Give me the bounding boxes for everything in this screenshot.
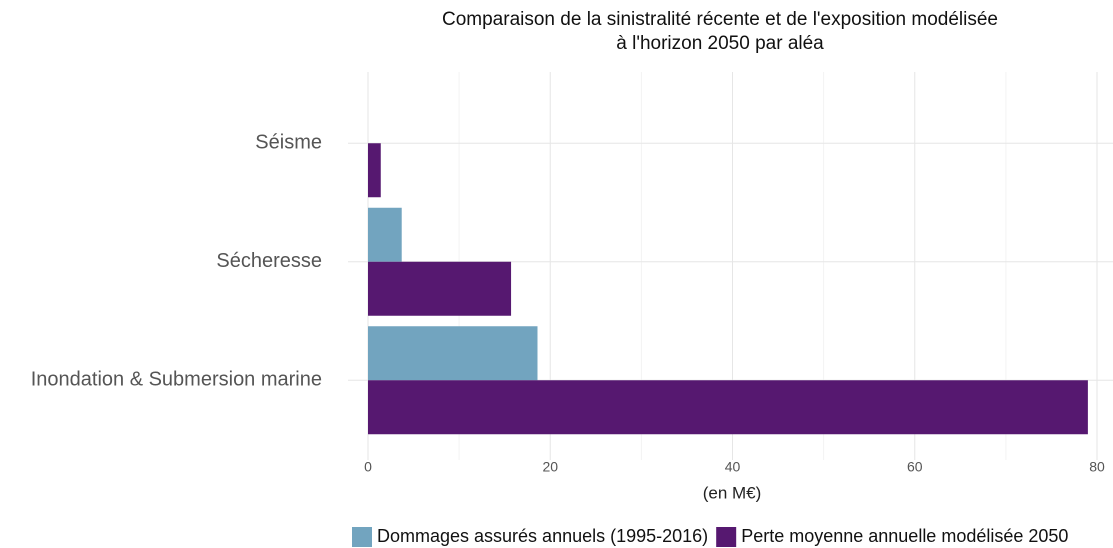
- y-tick-label: Séisme: [255, 132, 322, 154]
- legend-label: Dommages assurés annuels (1995-2016): [377, 526, 708, 546]
- x-tick-label: 20: [542, 459, 558, 475]
- legend-label: Perte moyenne annuelle modélisée 2050: [741, 526, 1068, 546]
- bar: [368, 143, 381, 198]
- y-tick-label: Inondation & Submersion marine: [31, 369, 322, 391]
- y-tick-label: Sécheresse: [216, 250, 322, 272]
- x-tick-label: 60: [907, 459, 923, 475]
- bar: [368, 261, 512, 316]
- legend-swatch: [352, 527, 372, 547]
- x-tick-label: 40: [725, 459, 741, 475]
- x-tick-label: 0: [364, 459, 372, 475]
- bar: [368, 326, 538, 381]
- legend-swatch: [716, 527, 737, 547]
- chart-subtitle: à l'horizon 2050 par aléa: [616, 33, 824, 54]
- bar: [368, 207, 402, 262]
- chart-title: Comparaison de la sinistralité récente e…: [442, 9, 998, 30]
- bar: [368, 380, 1088, 435]
- x-tick-label: 80: [1089, 459, 1105, 475]
- x-axis-label: (en M€): [703, 483, 762, 502]
